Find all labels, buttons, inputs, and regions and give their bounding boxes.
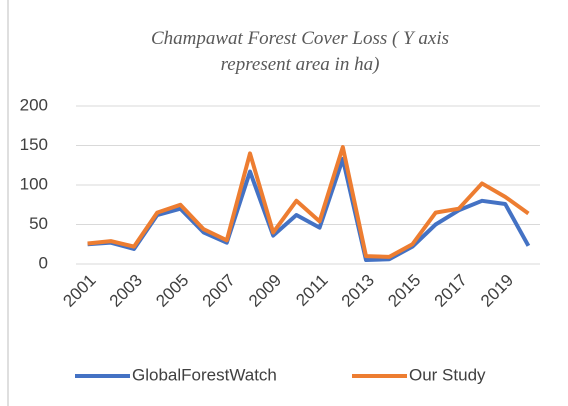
x-tick-label: 2015 — [384, 271, 424, 311]
y-tick-label: 200 — [20, 95, 48, 114]
x-tick-label: 2001 — [59, 271, 99, 311]
series-line — [87, 156, 531, 263]
y-tick-label: 150 — [20, 135, 48, 154]
x-tick-label: 2005 — [152, 271, 192, 311]
x-tick-label: 2013 — [338, 271, 378, 311]
y-tick-label: 100 — [20, 174, 48, 193]
x-tick-label: 2007 — [199, 271, 239, 311]
x-tick-label: 2017 — [431, 271, 471, 311]
x-tick-label: 2011 — [292, 271, 331, 310]
y-tick-label: 50 — [29, 214, 48, 233]
series-line — [87, 145, 530, 259]
y-tick-label: 0 — [39, 253, 48, 272]
chart-title: Champawat Forest Cover Loss ( Y axis rep… — [150, 28, 450, 75]
x-tick-label: 2009 — [245, 271, 285, 311]
legend-label: Our Study — [409, 365, 486, 384]
x-tick-label: 2003 — [106, 271, 146, 311]
legend-label: GlobalForestWatch — [132, 365, 277, 384]
x-tick-label: 2019 — [477, 271, 517, 311]
